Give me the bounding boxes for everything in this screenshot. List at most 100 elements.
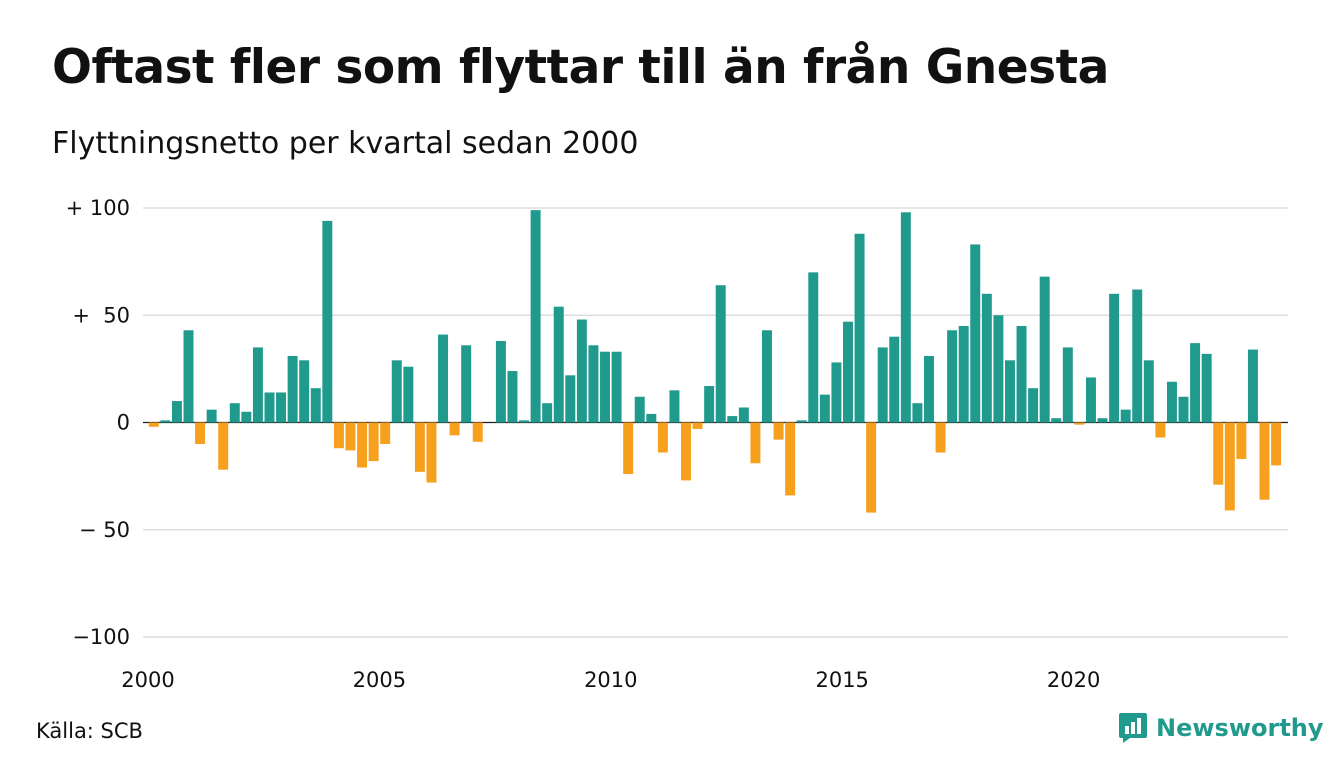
bar-2017-q3	[958, 325, 969, 423]
bar-2014-q4	[831, 362, 842, 423]
bar-2017-q1	[935, 422, 946, 453]
bar-2005-q2	[391, 360, 402, 423]
bar-2021-q2	[1132, 289, 1143, 423]
bar-2002-q1	[241, 411, 252, 423]
bar-2022-q3	[1190, 343, 1201, 423]
newsworthy-logo-icon	[1119, 713, 1147, 743]
chart-title: Oftast fler som flyttar till än från Gne…	[52, 40, 1109, 95]
y-tick-label: + 50	[72, 303, 130, 327]
bar-2014-q3	[819, 394, 830, 423]
x-axis-ticks: 2000 2005 2010 2015 2020	[121, 668, 1100, 692]
bar-2012-q1	[704, 386, 715, 423]
bar-2015-q4	[877, 347, 888, 423]
bar-2021-q3	[1143, 360, 1154, 423]
bar-2018-q2	[993, 315, 1004, 423]
bar-2006-q4	[461, 345, 472, 423]
bar-2024-q2	[1271, 422, 1282, 466]
bars	[148, 210, 1282, 513]
bar-2013-q2	[762, 330, 772, 423]
bar-2010-q4	[646, 413, 657, 423]
bar-2006-q2	[438, 334, 449, 423]
y-tick-label: 0	[117, 411, 130, 435]
bar-2011-q1	[657, 422, 668, 453]
y-tick-label: + 100	[66, 196, 130, 220]
bar-2021-q1	[1120, 409, 1131, 423]
bar-2002-q3	[264, 392, 275, 423]
bar-2018-q3	[1004, 360, 1015, 423]
bar-2007-q4	[507, 371, 518, 423]
bar-2009-q4	[600, 351, 610, 423]
bar-2014-q2	[808, 272, 819, 423]
source-label: Källa: SCB	[36, 719, 143, 743]
bar-2023-q1	[1213, 422, 1224, 485]
chart-subtitle: Flyttningsnetto per kvartal sedan 2000	[52, 126, 639, 161]
bar-2018-q4	[1016, 325, 1027, 423]
bar-2021-q4	[1155, 422, 1166, 438]
bar-2020-q1	[1074, 422, 1085, 425]
bar-2011-q2	[669, 390, 680, 423]
bar-2006-q3	[449, 422, 460, 436]
bar-2008-q2	[530, 210, 541, 423]
bar-2022-q4	[1201, 353, 1212, 423]
x-tick-label: 2005	[353, 668, 406, 692]
bar-2012-q4	[738, 407, 749, 423]
bar-2013-q3	[773, 422, 784, 440]
bar-2005-q4	[414, 422, 425, 472]
bar-2019-q4	[1062, 347, 1073, 423]
bar-2019-q2	[1039, 276, 1050, 423]
brand-name: Newsworthy	[1156, 714, 1324, 742]
bar-2003-q1	[287, 356, 298, 423]
bar-2009-q3	[588, 345, 599, 423]
bar-2003-q4	[322, 220, 333, 423]
bar-2018-q1	[981, 293, 992, 423]
bar-2004-q2	[345, 422, 356, 451]
bar-2016-q2	[900, 212, 911, 423]
x-tick-label: 2015	[815, 668, 868, 692]
x-tick-label: 2000	[121, 668, 174, 692]
y-tick-label: −100	[72, 625, 130, 649]
bar-2017-q4	[970, 244, 981, 423]
bar-2011-q3	[681, 422, 691, 481]
bar-2020-q2	[1085, 377, 1096, 423]
bar-2019-q1	[1028, 388, 1039, 423]
bar-2011-q4	[692, 422, 703, 429]
bar-2017-q2	[947, 330, 958, 423]
bar-2001-q1	[195, 422, 206, 444]
bar-2007-q3	[495, 340, 506, 423]
bar-2007-q1	[472, 422, 483, 442]
bar-2003-q2	[299, 360, 310, 423]
bar-2023-q3	[1236, 422, 1247, 459]
bar-2010-q2	[623, 422, 634, 474]
bar-2005-q3	[403, 366, 414, 423]
bar-2004-q3	[357, 422, 368, 468]
bar-2001-q3	[218, 422, 229, 470]
bar-2008-q3	[542, 403, 553, 423]
bar-2020-q4	[1109, 293, 1120, 423]
bar-2022-q1	[1166, 381, 1177, 423]
bar-2012-q3	[727, 416, 738, 423]
bar-2005-q1	[380, 422, 391, 444]
bar-2000-q2	[160, 420, 171, 423]
bar-2004-q4	[368, 422, 379, 462]
bar-2022-q2	[1178, 396, 1189, 423]
y-tick-label: − 50	[79, 518, 130, 542]
bar-2024-q1	[1259, 422, 1270, 500]
bar-2012-q2	[715, 285, 726, 423]
bar-2000-q1	[148, 422, 159, 427]
bar-2020-q3	[1097, 418, 1108, 423]
bar-2013-q4	[785, 422, 796, 496]
y-axis-ticks: + 100 + 50 0 − 50 −100	[66, 196, 130, 649]
bar-2014-q1	[796, 420, 807, 423]
bar-2015-q3	[866, 422, 877, 513]
bar-2010-q1	[611, 351, 622, 423]
bar-2000-q4	[183, 330, 194, 423]
bar-2023-q2	[1224, 422, 1235, 511]
x-tick-label: 2020	[1047, 668, 1100, 692]
net-migration-bar-chart: + 100 + 50 0 − 50 −100 2000 2005 2010 2015 2020	[66, 196, 1288, 692]
bar-2002-q4	[276, 392, 287, 423]
bar-2006-q1	[426, 422, 437, 483]
bar-2013-q1	[750, 422, 761, 464]
bar-2009-q1	[565, 375, 576, 423]
bar-2004-q1	[333, 422, 344, 449]
bar-2019-q3	[1051, 418, 1062, 423]
